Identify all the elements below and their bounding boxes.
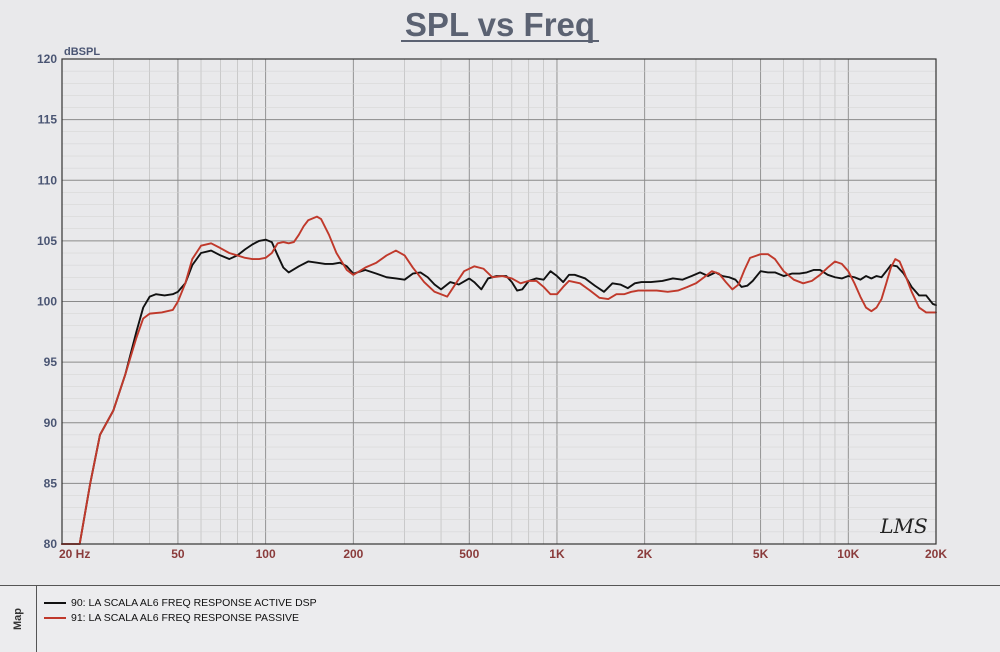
x-tick-label: 50 — [171, 547, 185, 561]
legend-swatch-active — [44, 602, 66, 604]
y-tick-label: 90 — [44, 416, 58, 430]
x-tick-label: 20 Hz — [59, 547, 90, 561]
legend-label-passive: 91: LA SCALA AL6 FREQ RESPONSE PASSIVE — [71, 612, 299, 624]
x-tick-label: 100 — [256, 547, 276, 561]
y-tick-label: 100 — [37, 295, 57, 309]
plot-frame — [61, 58, 937, 545]
map-tab-label: Map — [12, 608, 24, 630]
series-line-active — [61, 238, 937, 545]
x-tick-label: 200 — [343, 547, 363, 561]
grid — [61, 58, 937, 545]
legend-item-active[interactable]: 90: LA SCALA AL6 FREQ RESPONSE ACTIVE DS… — [44, 596, 317, 610]
chart-area: SPL vs Freq dBSPL 80 85 90 95 100 105 110 115 12… — [37, 6, 947, 561]
series-lines — [61, 215, 937, 545]
x-tick-label: 1K — [549, 547, 565, 561]
y-tick-label: 85 — [44, 476, 58, 490]
y-tick-label: 105 — [37, 234, 57, 248]
legend-label-active: 90: LA SCALA AL6 FREQ RESPONSE ACTIVE DS… — [71, 597, 317, 609]
x-tick-label: 10K — [837, 547, 859, 561]
series-line-passive — [61, 215, 937, 545]
chart-title: SPL vs Freq — [405, 6, 595, 43]
lms-watermark: LMS — [879, 514, 927, 538]
axis-ticks: 80 85 90 95 100 105 110 115 120 20 Hz 50 100 200 500 1… — [37, 52, 947, 561]
x-tick-label: 500 — [459, 547, 479, 561]
y-tick-label: 110 — [38, 173, 58, 187]
spl-chart: SPL vs Freq dBSPL 80 85 90 95 100 105 110 115 12… — [37, 6, 947, 561]
x-tick-label: 2K — [637, 547, 653, 561]
y-tick-label: 80 — [44, 537, 58, 551]
map-tab[interactable]: Map — [0, 586, 37, 652]
x-tick-label: 5K — [753, 547, 769, 561]
y-tick-label: 95 — [44, 355, 58, 369]
y-unit-label: dBSPL — [64, 46, 100, 58]
legend-panel: Map 90: LA SCALA AL6 FREQ RESPONSE ACTIV… — [0, 585, 1000, 652]
x-tick-label: 20K — [925, 547, 947, 561]
legend-item-passive[interactable]: 91: LA SCALA AL6 FREQ RESPONSE PASSIVE — [44, 611, 299, 625]
legend-swatch-passive — [44, 617, 66, 619]
y-tick-label: 120 — [37, 52, 57, 66]
y-tick-label: 115 — [38, 113, 58, 127]
